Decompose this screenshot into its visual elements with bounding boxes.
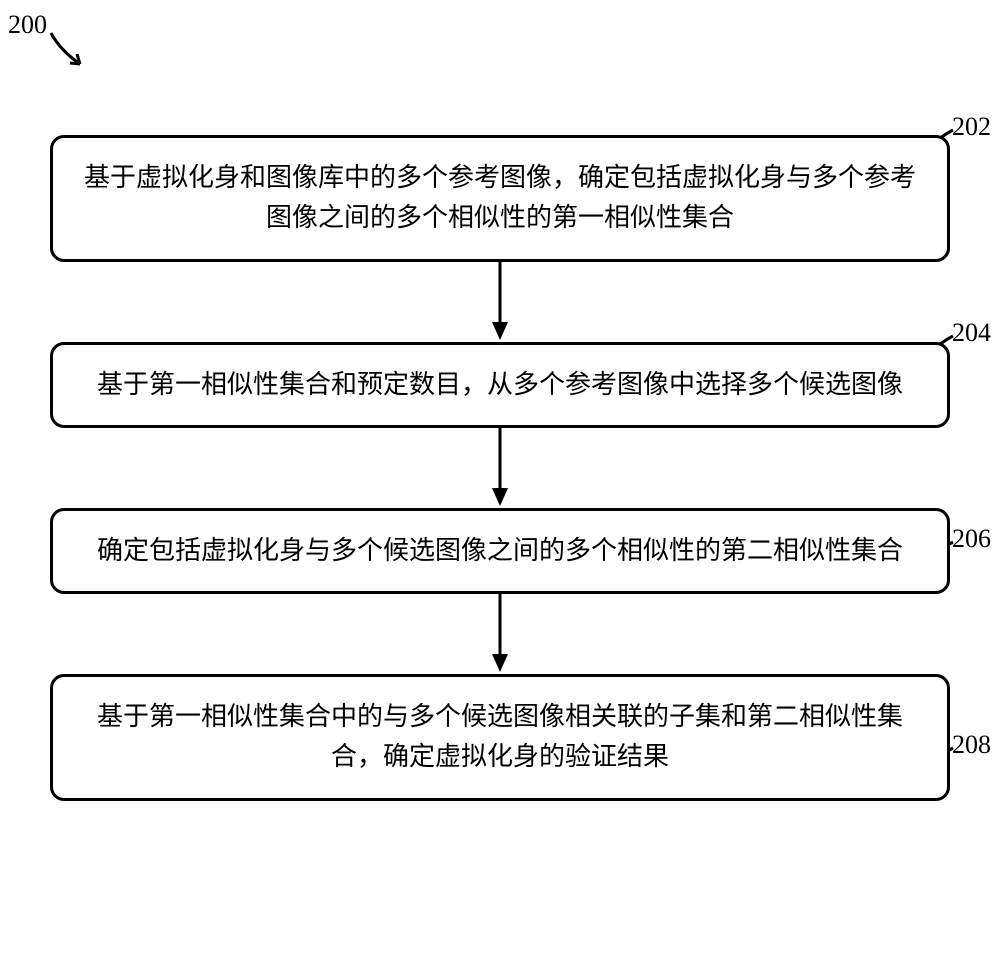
box-2-text: 基于第一相似性集合和预定数目，从多个参考图像中选择多个候选图像 <box>97 370 903 399</box>
arrow-3-to-4 <box>50 594 950 674</box>
flowchart-box-1: 基于虚拟化身和图像库中的多个参考图像，确定包括虚拟化身与多个参考图像之间的多个相… <box>50 135 950 262</box>
arrow-2-to-3 <box>50 428 950 508</box>
ref-label-202-text: 202 <box>952 112 991 141</box>
arrow-down-icon <box>485 594 515 674</box>
figure-number-label: 200 <box>8 10 47 40</box>
flowchart-container: 基于虚拟化身和图像库中的多个参考图像，确定包括虚拟化身与多个参考图像之间的多个相… <box>50 135 950 801</box>
arrow-down-icon <box>485 428 515 508</box>
flowchart-box-4: 基于第一相似性集合中的与多个候选图像相关联的子集和第二相似性集合，确定虚拟化身的… <box>50 674 950 801</box>
ref-label-208: 208 <box>952 730 991 760</box>
ref-label-206-text: 206 <box>952 524 991 553</box>
box-1-text: 基于虚拟化身和图像库中的多个参考图像，确定包括虚拟化身与多个参考图像之间的多个相… <box>84 163 916 232</box>
flowchart-box-3: 确定包括虚拟化身与多个候选图像之间的多个相似性的第二相似性集合 <box>50 508 950 594</box>
ref-label-204-text: 204 <box>952 318 991 347</box>
ref-label-206: 206 <box>952 524 991 554</box>
figure-number-text: 200 <box>8 10 47 39</box>
ref-label-208-text: 208 <box>952 730 991 759</box>
figure-number-arrow <box>46 30 101 78</box>
ref-label-202: 202 <box>952 112 991 142</box>
box-4-text: 基于第一相似性集合中的与多个候选图像相关联的子集和第二相似性集合，确定虚拟化身的… <box>97 702 903 771</box>
flowchart-box-2: 基于第一相似性集合和预定数目，从多个参考图像中选择多个候选图像 <box>50 342 950 428</box>
arrow-down-icon <box>485 262 515 342</box>
arrow-1-to-2 <box>50 262 950 342</box>
ref-label-204: 204 <box>952 318 991 348</box>
box-3-text: 确定包括虚拟化身与多个候选图像之间的多个相似性的第二相似性集合 <box>97 536 903 565</box>
